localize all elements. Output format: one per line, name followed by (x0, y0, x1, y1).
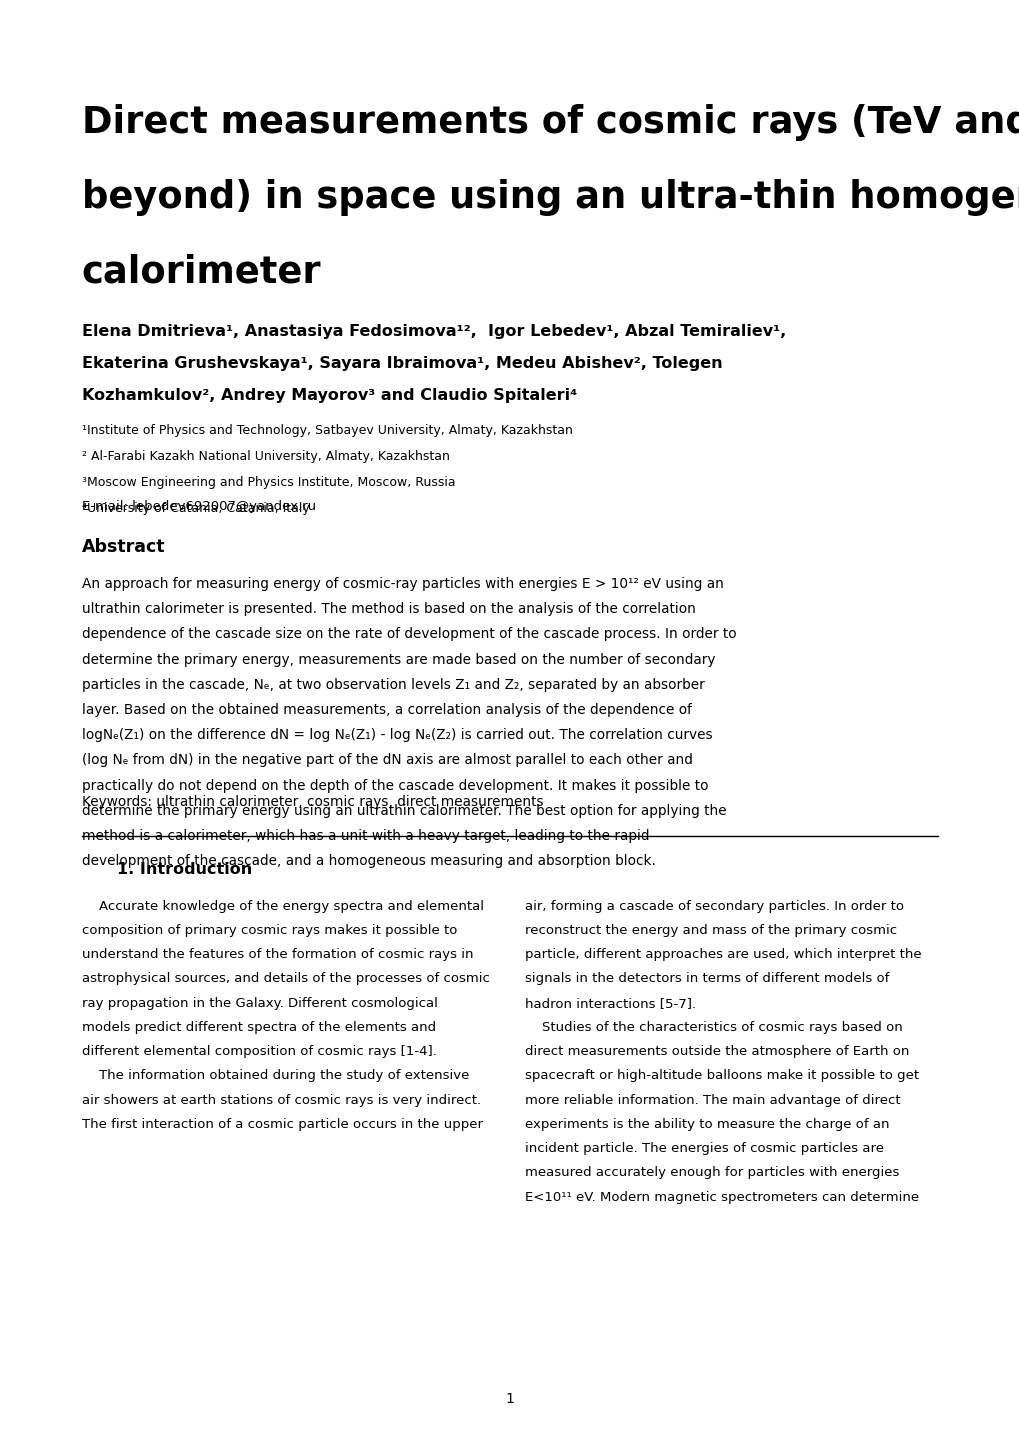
Text: understand the features of the formation of cosmic rays in: understand the features of the formation… (82, 949, 473, 962)
Text: calorimeter: calorimeter (82, 254, 321, 291)
Text: different elemental composition of cosmic rays [1-4].: different elemental composition of cosmi… (82, 1045, 436, 1058)
Text: ultrathin calorimeter is presented. The method is based on the analysis of the c: ultrathin calorimeter is presented. The … (82, 603, 695, 616)
Text: astrophysical sources, and details of the processes of cosmic: astrophysical sources, and details of th… (82, 972, 489, 985)
Text: logNₑ(Z₁) on the difference dN = log Nₑ(Z₁) - log Nₑ(Z₂) is carried out. The cor: logNₑ(Z₁) on the difference dN = log Nₑ(… (82, 728, 711, 743)
Text: practically do not depend on the depth of the cascade development. It makes it p: practically do not depend on the depth o… (82, 779, 707, 793)
Text: signals in the detectors in terms of different models of: signals in the detectors in terms of dif… (525, 972, 889, 985)
Text: measured accurately enough for particles with energies: measured accurately enough for particles… (525, 1167, 899, 1180)
Text: (log Nₑ from dN) in the negative part of the dN axis are almost parallel to each: (log Nₑ from dN) in the negative part of… (82, 753, 692, 767)
Text: ray propagation in the Galaxy. Different cosmological: ray propagation in the Galaxy. Different… (82, 996, 437, 1009)
Text: Elena Dmitrieva¹, Anastasiya Fedosimova¹²,  Igor Lebedev¹, Abzal Temiraliev¹,: Elena Dmitrieva¹, Anastasiya Fedosimova¹… (82, 324, 785, 339)
Text: more reliable information. The main advantage of direct: more reliable information. The main adva… (525, 1093, 900, 1106)
Text: E-mail: lebedev692007@yandex.ru: E-mail: lebedev692007@yandex.ru (82, 500, 316, 513)
Text: layer. Based on the obtained measurements, a correlation analysis of the depende: layer. Based on the obtained measurement… (82, 702, 691, 717)
Text: Keywords: ultrathin calorimeter, cosmic rays, direct measurements: Keywords: ultrathin calorimeter, cosmic … (82, 795, 543, 809)
Text: 1: 1 (505, 1392, 514, 1406)
Text: experiments is the ability to measure the charge of an: experiments is the ability to measure th… (525, 1118, 889, 1131)
Text: incident particle. The energies of cosmic particles are: incident particle. The energies of cosmi… (525, 1142, 883, 1155)
Text: Accurate knowledge of the energy spectra and elemental: Accurate knowledge of the energy spectra… (82, 900, 483, 913)
Text: ⁴University of Catania, Catania, Italy: ⁴University of Catania, Catania, Italy (82, 502, 309, 515)
Text: reconstruct the energy and mass of the primary cosmic: reconstruct the energy and mass of the p… (525, 924, 897, 937)
Text: ¹Institute of Physics and Technology, Satbayev University, Almaty, Kazakhstan: ¹Institute of Physics and Technology, Sa… (82, 424, 572, 437)
Text: The information obtained during the study of extensive: The information obtained during the stud… (82, 1070, 469, 1083)
Text: air, forming a cascade of secondary particles. In order to: air, forming a cascade of secondary part… (525, 900, 904, 913)
Text: Direct measurements of cosmic rays (TeV and: Direct measurements of cosmic rays (TeV … (82, 104, 1019, 141)
Text: The first interaction of a cosmic particle occurs in the upper: The first interaction of a cosmic partic… (82, 1118, 482, 1131)
Text: Abstract: Abstract (82, 538, 165, 555)
Text: air showers at earth stations of cosmic rays is very indirect.: air showers at earth stations of cosmic … (82, 1093, 480, 1106)
Text: particle, different approaches are used, which interpret the: particle, different approaches are used,… (525, 949, 921, 962)
Text: An approach for measuring energy of cosmic-ray particles with energies E > 10¹² : An approach for measuring energy of cosm… (82, 577, 722, 591)
Text: E<10¹¹ eV. Modern magnetic spectrometers can determine: E<10¹¹ eV. Modern magnetic spectrometers… (525, 1191, 918, 1204)
Text: direct measurements outside the atmosphere of Earth on: direct measurements outside the atmosphe… (525, 1045, 909, 1058)
Text: ³Moscow Engineering and Physics Institute, Moscow, Russia: ³Moscow Engineering and Physics Institut… (82, 476, 454, 489)
Text: Studies of the characteristics of cosmic rays based on: Studies of the characteristics of cosmic… (525, 1021, 902, 1034)
Text: Kozhamkulov², Andrey Mayorov³ and Claudio Spitaleri⁴: Kozhamkulov², Andrey Mayorov³ and Claudi… (82, 388, 576, 402)
Text: Ekaterina Grushevskaya¹, Sayara Ibraimova¹, Medeu Abishev², Tolegen: Ekaterina Grushevskaya¹, Sayara Ibraimov… (82, 356, 721, 371)
Text: 1. Introduction: 1. Introduction (117, 862, 253, 877)
Text: dependence of the cascade size on the rate of development of the cascade process: dependence of the cascade size on the ra… (82, 627, 736, 642)
Text: method is a calorimeter, which has a unit with a heavy target, leading to the ra: method is a calorimeter, which has a uni… (82, 829, 648, 844)
Text: development of the cascade, and a homogeneous measuring and absorption block.: development of the cascade, and a homoge… (82, 854, 655, 868)
Text: particles in the cascade, Nₑ, at two observation levels Z₁ and Z₂, separated by : particles in the cascade, Nₑ, at two obs… (82, 678, 704, 692)
Text: spacecraft or high-altitude balloons make it possible to get: spacecraft or high-altitude balloons mak… (525, 1070, 918, 1083)
Text: composition of primary cosmic rays makes it possible to: composition of primary cosmic rays makes… (82, 924, 457, 937)
Text: models predict different spectra of the elements and: models predict different spectra of the … (82, 1021, 435, 1034)
Text: beyond) in space using an ultra-thin homogeneous: beyond) in space using an ultra-thin hom… (82, 179, 1019, 216)
Text: hadron interactions [5-7].: hadron interactions [5-7]. (525, 996, 696, 1009)
Text: determine the primary energy, measurements are made based on the number of secon: determine the primary energy, measuremen… (82, 652, 714, 666)
Text: determine the primary energy using an ultrathin calorimeter. The best option for: determine the primary energy using an ul… (82, 803, 726, 818)
Text: ² Al-Farabi Kazakh National University, Almaty, Kazakhstan: ² Al-Farabi Kazakh National University, … (82, 450, 449, 463)
